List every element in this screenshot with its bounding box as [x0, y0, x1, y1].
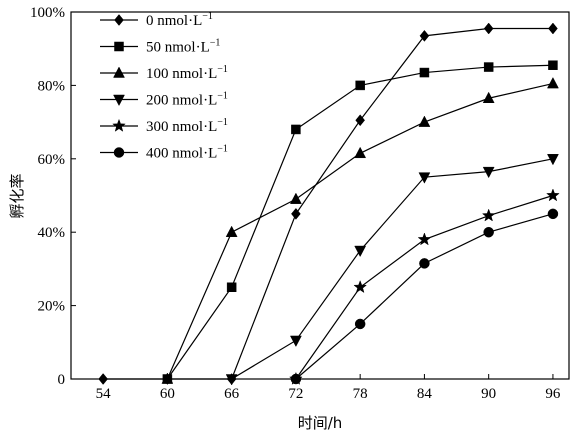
x-axis: 54 60 66 72 78 84 90 96 — [96, 374, 561, 402]
legend-label-superscript: −1 — [217, 91, 228, 102]
series-0 — [98, 22, 558, 385]
data-point — [225, 225, 238, 237]
y-tick-label: 0 — [58, 372, 66, 388]
y-tick-label: 100% — [30, 5, 65, 21]
data-point — [291, 124, 301, 135]
data-point — [419, 29, 430, 42]
legend-item: 300 nmol·L−1 — [100, 117, 228, 135]
series-line — [166, 64, 553, 380]
data-point — [354, 318, 366, 330]
data-point — [290, 373, 302, 385]
x-tick-label: 66 — [224, 386, 240, 402]
legend-label-text: 300 nmol·L — [146, 119, 217, 135]
data-point — [418, 115, 431, 127]
data-point — [289, 335, 302, 348]
legend-label-superscript: −1 — [217, 144, 228, 155]
legend-marker — [113, 147, 125, 158]
data-point — [355, 80, 365, 91]
legend-label: 50 nmol·L−1 — [146, 38, 220, 56]
legend-label: 100 nmol·L−1 — [146, 64, 228, 82]
series-2 — [161, 77, 559, 384]
data-point — [417, 232, 432, 246]
data-point — [419, 258, 430, 269]
data-point — [483, 22, 494, 35]
legend-label-text: 400 nmol·L — [146, 146, 217, 162]
data-point — [419, 67, 430, 78]
x-tick-label: 60 — [160, 386, 175, 402]
data-point — [546, 188, 560, 202]
legend-marker — [113, 94, 125, 107]
legend-label-text: 200 nmol·L — [146, 93, 217, 109]
data-point — [482, 91, 495, 103]
x-tick-label: 84 — [417, 386, 433, 402]
legend-item: 100 nmol·L−1 — [100, 64, 228, 82]
legend-label: 200 nmol·L−1 — [146, 91, 228, 109]
series-5 — [290, 208, 559, 385]
data-point — [483, 226, 494, 238]
x-tick-label: 90 — [481, 386, 496, 402]
data-point — [482, 166, 495, 179]
x-tick-label: 78 — [353, 386, 368, 402]
legend-label-superscript: −1 — [202, 11, 213, 22]
data-point — [353, 280, 368, 294]
legend-marker — [114, 41, 124, 52]
y-tick-label: 40% — [38, 225, 66, 241]
data-point — [481, 208, 496, 222]
legend-item: 200 nmol·L−1 — [100, 91, 228, 109]
legend-marker — [113, 66, 125, 78]
legend-label-text: 0 nmol·L — [146, 13, 202, 29]
legend-label-text: 50 nmol·L — [146, 40, 210, 56]
legend-label: 300 nmol·L−1 — [146, 117, 228, 135]
x-tick-label: 96 — [545, 386, 561, 402]
legend-label: 400 nmol·L−1 — [146, 144, 228, 162]
data-point — [547, 208, 559, 220]
x-tick-label: 72 — [288, 386, 303, 402]
data-point — [354, 245, 367, 258]
y-tick-label: 60% — [38, 152, 66, 168]
data-point — [483, 62, 494, 72]
x-axis-title: 时间/h — [298, 414, 343, 432]
data-point — [291, 207, 301, 220]
x-tick-label: 54 — [96, 386, 112, 402]
legend-label-text: 100 nmol·L — [146, 66, 217, 82]
legend-label-superscript: −1 — [210, 38, 221, 49]
legend-item: 400 nmol·L−1 — [100, 144, 228, 162]
data-point — [547, 154, 559, 166]
legend-label-superscript: −1 — [217, 64, 228, 75]
legend-label-superscript: −1 — [217, 117, 228, 128]
data-point — [354, 146, 367, 159]
data-point — [547, 77, 559, 89]
y-tick-label: 20% — [38, 299, 66, 315]
legend-item: 50 nmol·L−1 — [100, 38, 220, 56]
data-point — [161, 372, 174, 384]
data-point — [226, 282, 237, 292]
series-layer — [98, 22, 560, 386]
legend-label: 0 nmol·L−1 — [146, 11, 213, 29]
series-1 — [162, 60, 558, 384]
data-point — [355, 114, 365, 127]
data-point — [548, 60, 558, 70]
legend-marker — [114, 14, 124, 26]
data-point — [289, 192, 302, 204]
series-line — [231, 158, 554, 380]
plot-frame — [70, 11, 570, 380]
data-point — [225, 374, 238, 386]
data-point — [548, 22, 558, 35]
series-line — [103, 27, 553, 380]
series-4 — [289, 188, 560, 385]
series-3 — [225, 154, 559, 386]
legend-marker — [112, 118, 126, 132]
data-point — [98, 373, 108, 385]
y-axis: 0 20% 40% 60% 80% 100% — [30, 5, 76, 388]
y-tick-label: 80% — [38, 78, 66, 94]
legend-item: 0 nmol·L−1 — [100, 11, 213, 29]
y-axis-title: 孵化率 — [8, 173, 26, 218]
data-point — [418, 172, 431, 184]
